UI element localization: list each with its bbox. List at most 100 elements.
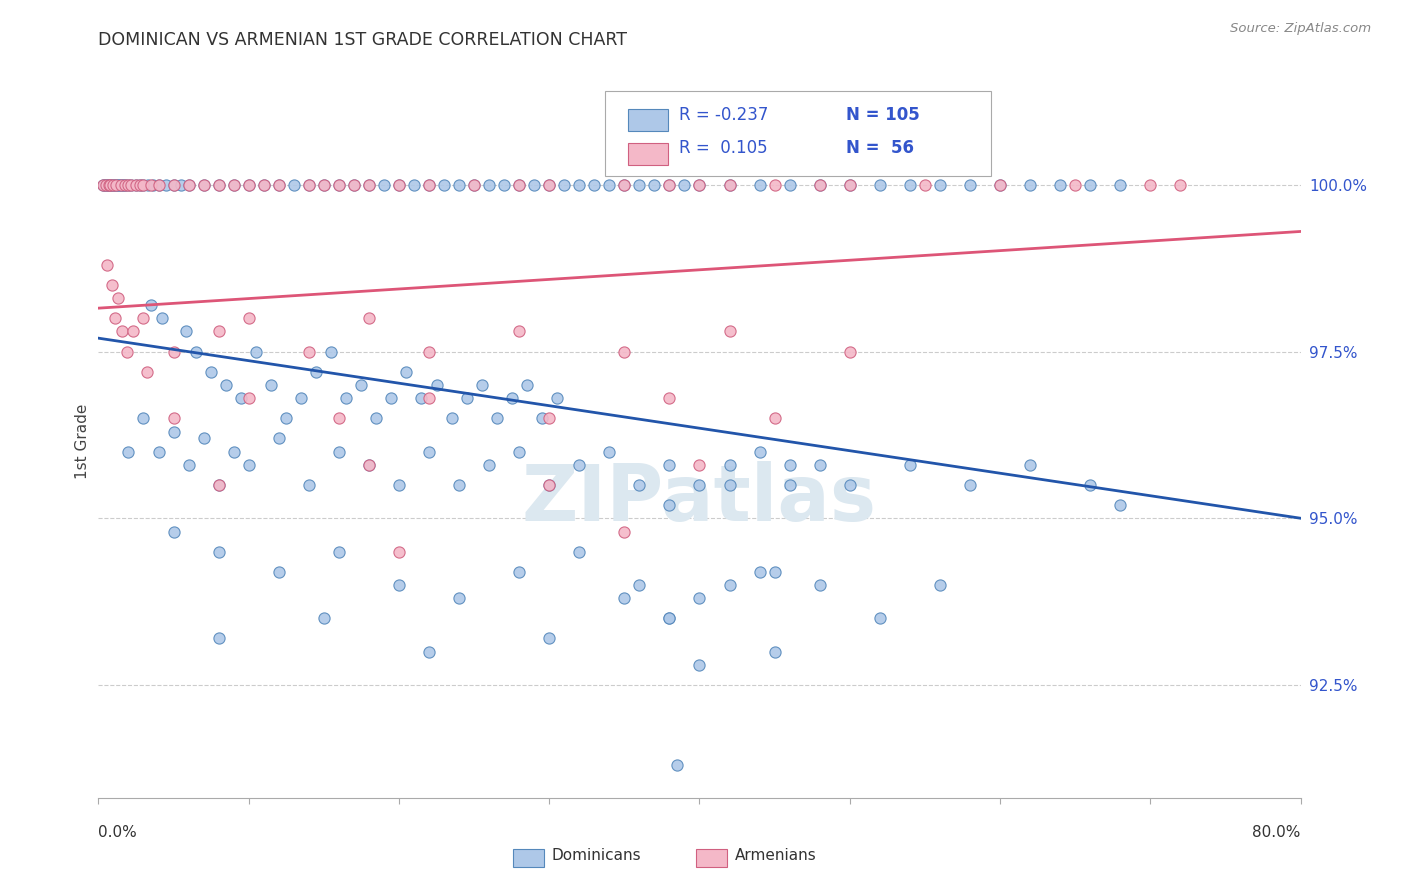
Point bbox=[162, 524, 184, 539]
Text: R = -0.237: R = -0.237 bbox=[679, 105, 769, 123]
Point bbox=[463, 178, 485, 192]
Text: N = 105: N = 105 bbox=[846, 105, 920, 123]
Point bbox=[111, 325, 134, 339]
Point bbox=[117, 178, 139, 192]
Point bbox=[613, 524, 636, 539]
Point bbox=[808, 578, 831, 592]
Text: Armenians: Armenians bbox=[735, 848, 817, 863]
Point bbox=[418, 344, 440, 359]
Point bbox=[988, 178, 1011, 192]
Point bbox=[193, 178, 215, 192]
Point bbox=[471, 377, 494, 392]
Point bbox=[538, 178, 561, 192]
Point bbox=[100, 178, 122, 192]
Point bbox=[312, 178, 335, 192]
Point bbox=[568, 458, 591, 472]
Point bbox=[411, 391, 433, 405]
Point bbox=[673, 178, 696, 192]
Point bbox=[132, 311, 155, 326]
Point bbox=[748, 565, 770, 579]
Point bbox=[418, 178, 440, 192]
Point bbox=[538, 478, 561, 492]
Point bbox=[117, 444, 139, 458]
Point bbox=[238, 311, 260, 326]
Point bbox=[718, 178, 741, 192]
Point bbox=[103, 178, 125, 192]
Point bbox=[689, 591, 711, 606]
Point bbox=[343, 178, 366, 192]
Point bbox=[328, 444, 350, 458]
Point bbox=[343, 178, 366, 192]
Point bbox=[107, 291, 129, 305]
Point bbox=[110, 178, 132, 192]
Point bbox=[959, 178, 981, 192]
Point bbox=[298, 178, 321, 192]
Point bbox=[538, 178, 561, 192]
Point bbox=[598, 444, 620, 458]
Point bbox=[114, 178, 136, 192]
Point bbox=[538, 478, 561, 492]
Point bbox=[184, 344, 207, 359]
Point bbox=[305, 364, 328, 378]
Point bbox=[97, 178, 120, 192]
Point bbox=[174, 325, 197, 339]
Point bbox=[267, 431, 290, 445]
Point bbox=[115, 344, 138, 359]
Point bbox=[485, 411, 508, 425]
Point bbox=[658, 458, 681, 472]
Point bbox=[898, 458, 921, 472]
Point bbox=[132, 411, 155, 425]
Point bbox=[838, 178, 860, 192]
Point bbox=[110, 178, 132, 192]
Point bbox=[253, 178, 276, 192]
Point bbox=[328, 178, 350, 192]
Point bbox=[1109, 498, 1132, 512]
Point bbox=[508, 178, 530, 192]
Point bbox=[508, 565, 530, 579]
Point bbox=[132, 178, 155, 192]
Point bbox=[267, 178, 290, 192]
Point bbox=[298, 478, 321, 492]
Point bbox=[658, 498, 681, 512]
Point bbox=[988, 178, 1011, 192]
Point bbox=[148, 444, 170, 458]
Point bbox=[838, 178, 860, 192]
Point bbox=[914, 178, 936, 192]
Text: 0.0%: 0.0% bbox=[98, 825, 138, 839]
Point bbox=[779, 478, 801, 492]
Text: R =  0.105: R = 0.105 bbox=[679, 139, 768, 157]
Point bbox=[613, 178, 636, 192]
Point bbox=[478, 458, 501, 472]
Point bbox=[433, 178, 456, 192]
Point bbox=[104, 311, 127, 326]
Point bbox=[155, 178, 177, 192]
Point bbox=[388, 478, 411, 492]
Point bbox=[508, 444, 530, 458]
Point bbox=[643, 178, 665, 192]
Point bbox=[523, 178, 546, 192]
Point bbox=[779, 178, 801, 192]
Point bbox=[628, 578, 651, 592]
Point bbox=[1170, 178, 1192, 192]
Point bbox=[658, 391, 681, 405]
Point bbox=[508, 178, 530, 192]
Point bbox=[508, 325, 530, 339]
Point bbox=[129, 178, 152, 192]
Point bbox=[122, 325, 145, 339]
Point bbox=[96, 258, 118, 272]
Point bbox=[779, 458, 801, 472]
Point bbox=[208, 178, 231, 192]
Point bbox=[162, 411, 184, 425]
Point bbox=[456, 391, 478, 405]
Point bbox=[388, 178, 411, 192]
Point bbox=[238, 458, 260, 472]
Point bbox=[748, 178, 770, 192]
Point bbox=[125, 178, 148, 192]
Point bbox=[93, 178, 115, 192]
Point bbox=[395, 364, 418, 378]
Point bbox=[136, 178, 159, 192]
Point bbox=[208, 178, 231, 192]
Point bbox=[111, 178, 134, 192]
Point bbox=[238, 178, 260, 192]
Point bbox=[170, 178, 193, 192]
